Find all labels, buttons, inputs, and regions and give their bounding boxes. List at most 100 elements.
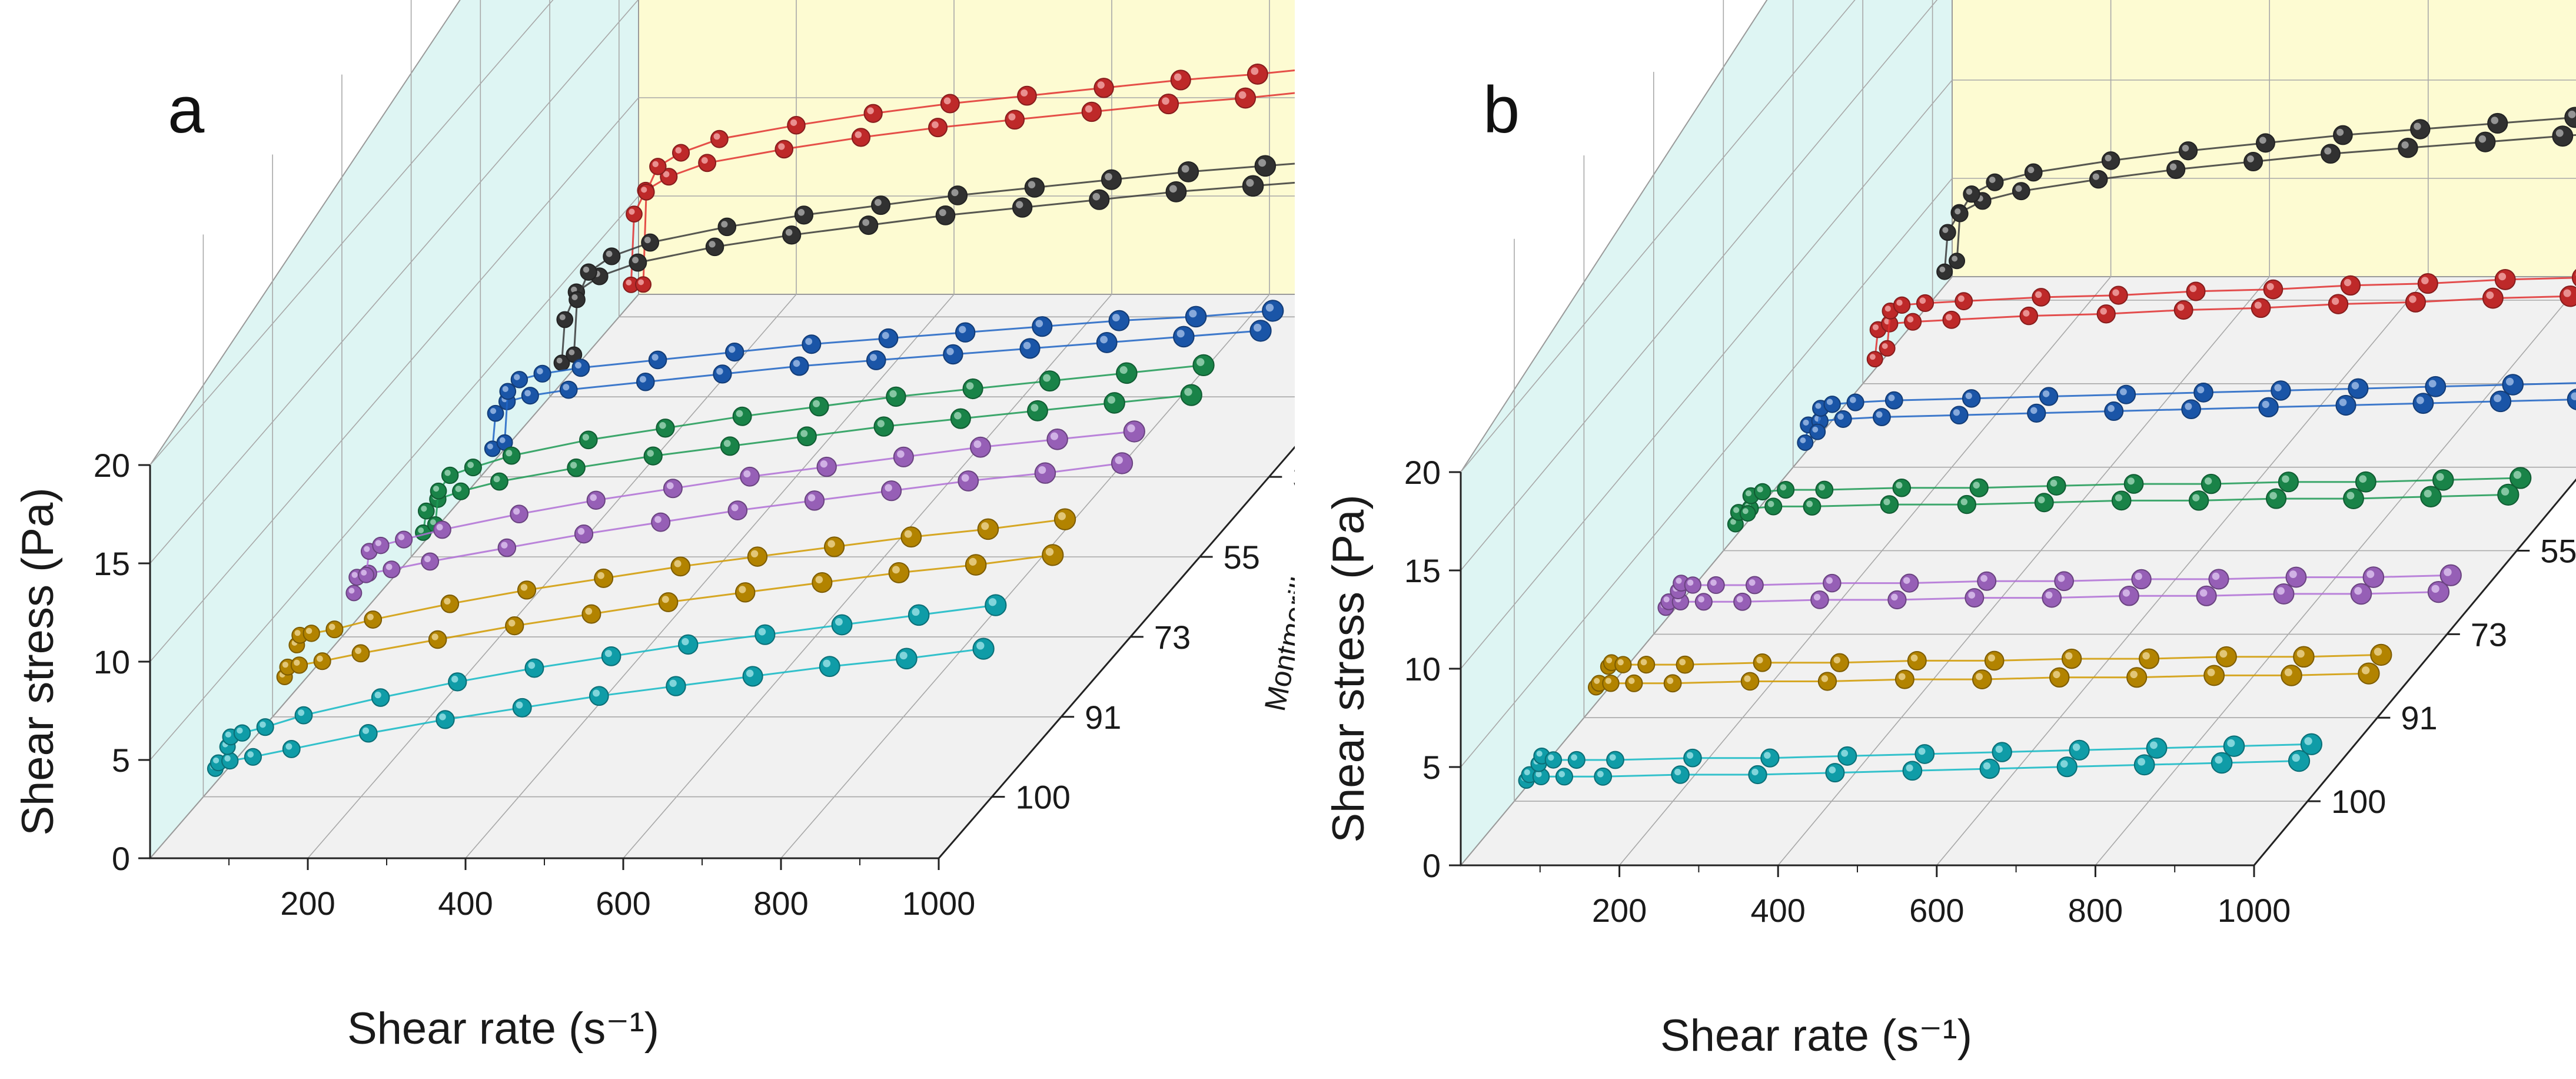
data-point: [881, 480, 902, 502]
x-tick-label: 800: [753, 885, 808, 922]
data-point: [1939, 224, 1956, 241]
data-point-highlight: [571, 294, 578, 301]
data-point: [2119, 586, 2139, 606]
data-point-highlight: [516, 701, 523, 709]
data-point-highlight: [1757, 486, 1763, 493]
data-point: [635, 276, 652, 293]
data-point-highlight: [2108, 404, 2115, 412]
data-point-highlight: [2212, 572, 2220, 580]
data-point-highlight: [626, 280, 632, 285]
data-point: [2355, 471, 2376, 493]
data-point: [441, 466, 459, 484]
data-point-highlight: [2498, 273, 2507, 281]
data-point: [1815, 480, 1834, 499]
data-point: [1005, 109, 1025, 130]
data-point-highlight: [1100, 336, 1108, 344]
chart-panel-a: 200400600800100005101520142238557391100S…: [13, 0, 1295, 1054]
data-point-highlight: [629, 208, 635, 215]
data-point-highlight: [2401, 141, 2409, 149]
data-point-highlight: [2354, 587, 2362, 595]
data-point-highlight: [2227, 739, 2235, 748]
depth-gridline: [202, 234, 992, 798]
data-point: [2258, 397, 2279, 418]
data-point: [705, 237, 724, 257]
data-point-highlight: [1898, 673, 1906, 680]
data-point: [2405, 291, 2427, 313]
data-point-highlight: [1918, 748, 1926, 755]
data-point: [290, 656, 308, 674]
data-point-highlight: [2035, 291, 2042, 298]
y-gridline: [149, 195, 1295, 761]
data-point-highlight: [827, 540, 835, 548]
data-point-highlight: [2269, 492, 2277, 500]
data-point: [2417, 273, 2438, 294]
data-point: [1111, 452, 1134, 474]
data-point: [1602, 675, 1620, 692]
data-point-highlight: [1815, 403, 1822, 409]
data-point-highlight: [1184, 388, 1192, 396]
data-point: [1823, 573, 1842, 593]
data-point-highlight: [904, 530, 912, 538]
data-point-highlight: [467, 462, 474, 469]
data-point: [556, 311, 574, 328]
data-point-highlight: [2421, 277, 2429, 284]
data-point: [782, 225, 802, 245]
data-point-highlight: [1536, 751, 1543, 757]
data-point-highlight: [1663, 596, 1670, 603]
data-point-highlight: [835, 617, 843, 626]
data-point-highlight: [2505, 377, 2514, 386]
data-point: [886, 386, 906, 407]
depth-gridline: [1653, 72, 2447, 635]
data-point-highlight: [1952, 255, 1958, 262]
data-point: [569, 291, 586, 308]
data-point: [2432, 469, 2454, 491]
data-point: [244, 748, 262, 766]
data-point-highlight: [855, 131, 862, 138]
data-point: [1962, 389, 1981, 408]
x-tick-label: 200: [280, 885, 335, 922]
data-point-highlight: [1973, 482, 1980, 489]
data-point-highlight: [1821, 675, 1829, 682]
data-point-highlight: [2060, 760, 2068, 768]
data-point: [873, 416, 894, 437]
data-point-highlight: [1882, 343, 1888, 349]
depth-axis-line: [2253, 478, 2576, 866]
data-point: [2509, 467, 2532, 489]
data-point-highlight: [709, 241, 716, 248]
data-point-highlight: [563, 384, 570, 391]
data-point-highlight: [317, 655, 323, 662]
data-point: [1555, 768, 1574, 786]
data-point: [2193, 382, 2213, 403]
data-point: [1916, 294, 1935, 313]
data-point-highlight: [869, 354, 877, 361]
data-point: [896, 648, 918, 670]
data-point-highlight: [669, 679, 677, 687]
data-point-highlight: [1181, 165, 1189, 173]
depth-gridline: [1514, 238, 2308, 802]
data-point-highlight: [1819, 484, 1826, 491]
y-tick-label: 0: [1422, 847, 1441, 884]
data-point-highlight: [1548, 754, 1554, 761]
data-point-highlight: [2282, 475, 2289, 483]
depth-gridline: [272, 154, 1062, 718]
data-point-highlight: [2563, 289, 2571, 297]
data-point: [313, 652, 331, 670]
data-point: [2188, 490, 2209, 511]
data-point: [490, 472, 508, 491]
data-point: [2101, 151, 2120, 170]
data-point-highlight: [2336, 128, 2344, 136]
data-point: [678, 634, 699, 655]
data-point-highlight: [1238, 91, 1247, 99]
data-point: [1887, 590, 1907, 610]
series-22: [553, 155, 1295, 371]
data-point-highlight: [1558, 771, 1565, 778]
data-point: [221, 752, 239, 770]
data-point: [1108, 310, 1130, 331]
data-point: [663, 479, 683, 499]
data-point: [1949, 253, 1966, 270]
data-point: [1963, 185, 1980, 203]
data-point-highlight: [1800, 437, 1806, 444]
data-point: [1892, 478, 1912, 497]
depth-tick-label: 100: [1015, 779, 1070, 816]
data-point: [2271, 380, 2291, 401]
